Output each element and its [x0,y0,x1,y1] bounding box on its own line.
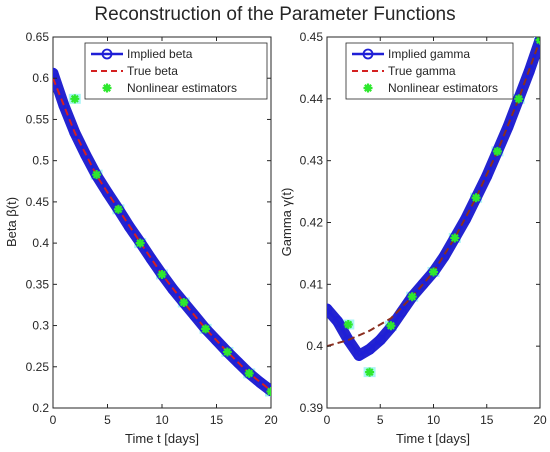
beta-implied-point [189,310,201,322]
gamma-estimator-point [407,292,417,302]
beta-legend-label: Implied beta [127,47,193,61]
beta-estimator-point [179,297,189,307]
beta-estimator-point [222,347,232,357]
beta-x-tick-label: 10 [155,413,169,427]
beta-x-tick-label: 20 [264,413,278,427]
beta-estimator-point [157,269,167,279]
gamma-estimator-point [343,320,353,330]
beta-estimator-point [92,170,102,180]
beta-y-axis-label: Beta β(t) [4,197,19,247]
figure-title: Reconstruction of the Parameter Function… [94,4,455,25]
gamma-y-tick-label: 0.39 [300,401,324,415]
beta-y-tick-label: 0.65 [26,30,50,44]
beta-x-tick-label: 15 [210,413,224,427]
beta-implied-point [58,100,70,111]
beta-implied-point [211,334,222,346]
beta-x-tick-label: 0 [50,413,57,427]
beta-implied-point [167,283,179,295]
gamma-estimator-point [514,94,524,104]
gamma-y-tick-label: 0.4 [306,339,323,353]
gamma-x-axis-label: Time t [days] [396,431,470,446]
beta-implied-point [232,357,244,369]
gamma-implied-point [332,316,344,327]
beta-implied-point [69,127,81,139]
gamma-legend: Implied gamma True gamma Nonlinear estimat… [345,42,514,100]
beta-y-tick-label: 0.5 [32,154,49,168]
beta-x-ticks: 0 5 10 15 20 [50,37,278,427]
beta-y-tick-label: 0.25 [26,360,50,374]
gamma-x-ticks: 0 5 10 15 20 [324,37,547,427]
gamma-y-tick-label: 0.42 [300,216,324,230]
beta-y-tick-label: 0.2 [32,401,49,415]
beta-implied-point [254,377,266,388]
beta-true-line [53,77,271,392]
gamma-estimator-point [471,193,481,203]
gamma-implied-point [417,278,429,290]
beta-estimator-point [266,387,271,397]
gamma-legend-implied-marker [362,48,374,60]
beta-y-tick-label: 0.3 [32,319,49,333]
beta-estimator-point [201,324,211,334]
gamma-implied-point [502,121,514,133]
gamma-estimator-point [386,321,396,331]
gamma-legend-estimator-swatch [363,83,373,93]
beta-legend-label: Nonlinear estimators [127,81,237,95]
gamma-chart: 0 5 10 15 20 0.39 0.4 0.41 0.42 0.43 0.44 0.45 Tim… [279,30,547,446]
gamma-legend-label: True gamma [388,64,456,78]
beta-implied-point [53,67,59,79]
beta-implied-point [102,187,113,199]
beta-implied-point [123,221,135,233]
beta-legend-estimator-swatch [102,83,112,93]
gamma-implied-point [481,170,493,182]
gamma-x-tick-label: 15 [480,413,494,427]
beta-implied-line [53,67,271,397]
gamma-x-tick-label: 20 [533,413,547,427]
gamma-x-tick-label: 0 [324,413,331,427]
gamma-y-tick-label: 0.44 [300,92,324,106]
gamma-legend-label: Implied gamma [388,47,470,61]
beta-y-tick-label: 0.35 [26,277,50,291]
gamma-implied-point [364,343,376,355]
beta-implied-point [80,149,92,161]
beta-chart: 0 5 10 15 20 0.2 0.25 0.3 0.35 0.4 0.45 0.5 0.55 0.6… [4,30,278,446]
gamma-implied-point [327,303,333,315]
beta-legend: Implied beta True beta Nonlinear estimator… [84,42,268,100]
gamma-x-tick-label: 5 [377,413,384,427]
beta-x-tick-label: 5 [104,413,111,427]
beta-estimator-point [244,368,254,378]
beta-estimator-point [135,238,145,248]
gamma-implied-point [342,334,354,346]
beta-y-tick-label: 0.4 [32,236,49,250]
beta-y-ticks: 0.2 0.25 0.3 0.35 0.4 0.45 0.5 0.55 0.6 0.65 [26,30,271,415]
gamma-implied-point [353,350,365,361]
gamma-y-ticks: 0.39 0.4 0.41 0.42 0.43 0.44 0.45 [300,30,540,415]
gamma-implied-point [523,65,535,77]
beta-implied-point [145,253,157,265]
beta-estimator-point [70,94,80,104]
gamma-estimator-point [492,146,502,156]
beta-y-tick-label: 0.6 [32,71,49,85]
gamma-y-axis-label: Gamma γ(t) [279,188,294,257]
gamma-implied-point [438,251,450,262]
beta-x-axis-label: Time t [days] [125,431,199,446]
beta-legend-implied-marker [101,48,113,60]
gamma-estimator-point [450,233,460,243]
gamma-estimator-point [365,367,375,377]
gamma-estimator-point [429,267,438,277]
beta-y-tick-label: 0.55 [26,112,50,126]
beta-legend-label: True beta [127,64,178,78]
beta-implied-core [53,72,271,392]
beta-estimator-point [113,204,123,214]
gamma-legend-label: Nonlinear estimators [388,81,498,95]
gamma-x-tick-label: 10 [427,413,441,427]
gamma-y-tick-label: 0.43 [300,154,324,168]
gamma-implied-point [374,334,386,346]
gamma-y-tick-label: 0.45 [300,30,324,44]
beta-y-tick-label: 0.45 [26,195,50,209]
gamma-y-tick-label: 0.41 [300,277,324,291]
gamma-implied-point [460,214,471,225]
